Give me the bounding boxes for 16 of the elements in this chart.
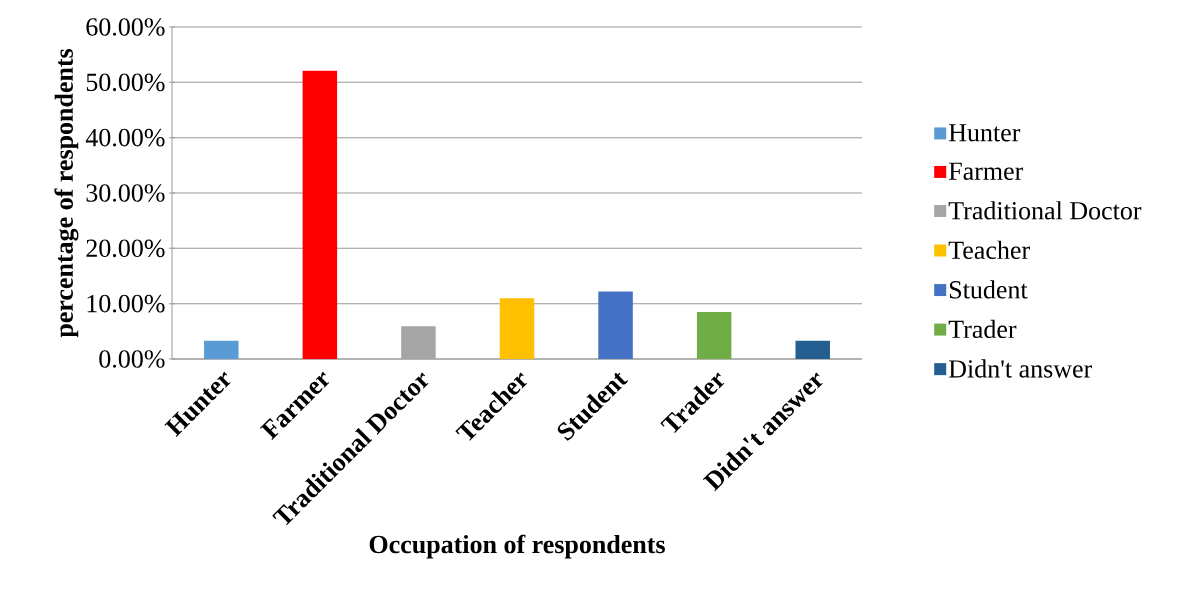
y-tick-label: 0.00% (99, 350, 165, 368)
y-tick-label: 40.00% (85, 128, 165, 147)
legend-label: Didn't answer (948, 359, 1093, 378)
y-tick-label: 10.00% (87, 294, 165, 313)
legend-label: Trader (948, 319, 1017, 339)
y-tick-label: 50.00% (86, 73, 165, 92)
legend-label: Traditional Doctor (948, 201, 1142, 220)
y-tick-label: 30.00% (86, 184, 165, 202)
y-tick-label: 60.00% (86, 18, 165, 36)
legend-label: Farmer (948, 162, 1024, 180)
x-axis-title: Occupation of respondents (369, 534, 665, 559)
legend-label: Teacher (948, 240, 1030, 260)
legend-label: Student (949, 280, 1028, 299)
legend-label: Hunter (948, 124, 1021, 142)
y-tick-label: 20.00% (86, 239, 165, 258)
y-axis-title: percentage of respondents (54, 48, 79, 338)
